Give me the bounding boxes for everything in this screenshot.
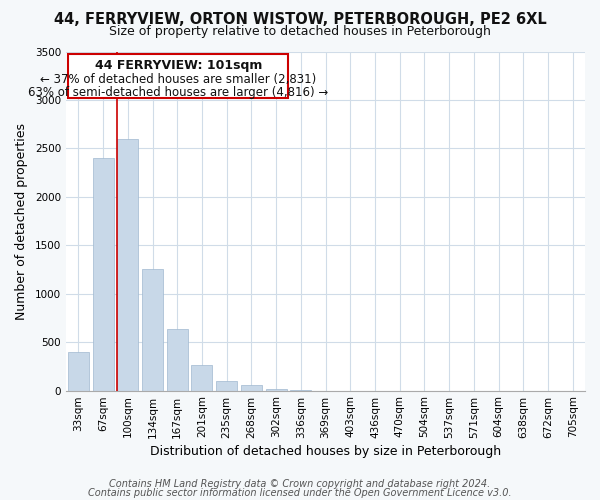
Y-axis label: Number of detached properties: Number of detached properties <box>15 122 28 320</box>
Text: 44, FERRYVIEW, ORTON WISTOW, PETERBOROUGH, PE2 6XL: 44, FERRYVIEW, ORTON WISTOW, PETERBOROUG… <box>53 12 547 28</box>
X-axis label: Distribution of detached houses by size in Peterborough: Distribution of detached houses by size … <box>150 444 501 458</box>
Text: 44 FERRYVIEW: 101sqm: 44 FERRYVIEW: 101sqm <box>95 60 262 72</box>
Bar <box>68 352 89 391</box>
Bar <box>167 328 188 390</box>
Bar <box>92 158 113 390</box>
Bar <box>216 381 237 390</box>
Bar <box>241 385 262 390</box>
Bar <box>266 388 287 390</box>
Bar <box>118 138 139 390</box>
Text: Contains public sector information licensed under the Open Government Licence v3: Contains public sector information licen… <box>88 488 512 498</box>
Text: ← 37% of detached houses are smaller (2,831): ← 37% of detached houses are smaller (2,… <box>40 73 316 86</box>
Bar <box>191 366 212 390</box>
Bar <box>142 270 163 390</box>
Text: 63% of semi-detached houses are larger (4,816) →: 63% of semi-detached houses are larger (… <box>28 86 328 100</box>
Text: Size of property relative to detached houses in Peterborough: Size of property relative to detached ho… <box>109 25 491 38</box>
Bar <box>68 54 289 98</box>
Text: Contains HM Land Registry data © Crown copyright and database right 2024.: Contains HM Land Registry data © Crown c… <box>109 479 491 489</box>
